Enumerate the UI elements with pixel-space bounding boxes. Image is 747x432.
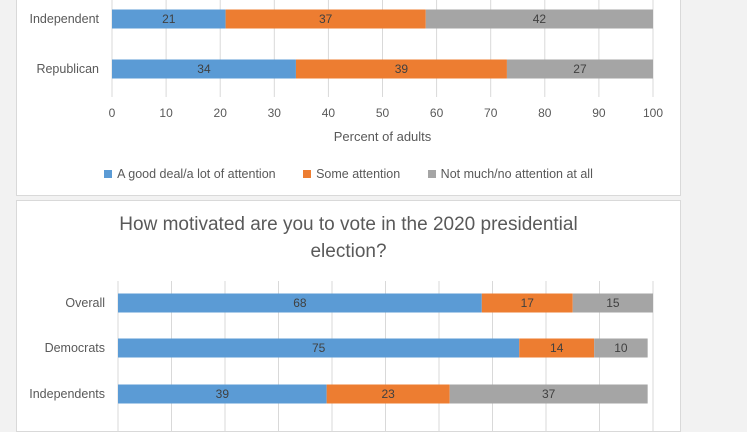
legend-item-not-much: Not much/no attention at all bbox=[427, 167, 593, 181]
legend-swatch-good-deal bbox=[104, 170, 113, 178]
bar-independents-series-2 bbox=[449, 384, 648, 404]
data-label-independents-series-0: 39 bbox=[216, 387, 230, 401]
attention-legend: A good deal/a lot of attention Some atte… bbox=[17, 167, 680, 181]
legend-label-good-deal: A good deal/a lot of attention bbox=[117, 167, 276, 181]
legend-label-not-much: Not much/no attention at all bbox=[440, 167, 593, 181]
category-label-independents: Independents bbox=[29, 387, 105, 401]
x-tick-label: 50 bbox=[376, 106, 390, 120]
motivation-chart-title: How motivated are you to vote in the 202… bbox=[17, 211, 680, 265]
x-tick-label: 20 bbox=[214, 106, 228, 120]
legend-swatch-not-much bbox=[427, 170, 436, 178]
bar-republican-series-0 bbox=[112, 59, 296, 79]
data-label-independents-series-2: 37 bbox=[542, 387, 556, 401]
bar-republican-series-1 bbox=[295, 59, 507, 79]
data-label-republican-series-1: 39 bbox=[395, 62, 409, 76]
bar-independent-series-2 bbox=[425, 9, 653, 29]
data-label-democrats-series-0: 75 bbox=[312, 341, 326, 355]
data-label-democrats-series-1: 14 bbox=[550, 341, 564, 355]
bar-democrats-series-0 bbox=[118, 338, 520, 358]
attention-chart-panel: Independent 21 37 42 Republican 34 39 27 0 10 20 30… bbox=[16, 0, 681, 196]
motivation-chart-panel: How motivated are you to vote in the 202… bbox=[16, 200, 681, 432]
bar-republican-series-2 bbox=[506, 59, 653, 79]
data-label-overall-series-1: 17 bbox=[521, 296, 535, 310]
category-label-overall: Overall bbox=[65, 296, 105, 310]
bar-democrats-series-1 bbox=[519, 338, 595, 358]
legend-swatch-some bbox=[303, 170, 312, 178]
bar-independents-series-1 bbox=[326, 384, 450, 404]
bar-democrats-series-2 bbox=[594, 338, 648, 358]
bar-overall-series-1 bbox=[481, 293, 573, 313]
data-label-overall-series-2: 15 bbox=[606, 296, 620, 310]
motivation-title-line-1: How motivated are you to vote in the 202… bbox=[119, 214, 578, 235]
bar-overall-series-2 bbox=[572, 293, 653, 313]
bar-independent-series-1 bbox=[225, 9, 426, 29]
x-axis-title: Percent of adults bbox=[334, 129, 432, 144]
data-label-overall-series-0: 68 bbox=[293, 296, 307, 310]
bar-independents-series-0 bbox=[118, 384, 327, 404]
motivation-chart: Overall 68 17 15 Democrats 75 14 10 Independents… bbox=[29, 281, 654, 431]
category-label-democrats: Democrats bbox=[45, 341, 105, 355]
data-label-independents-series-1: 23 bbox=[381, 387, 395, 401]
data-label-independent-series-2: 42 bbox=[533, 12, 547, 26]
x-tick-label: 40 bbox=[322, 106, 336, 120]
x-tick-label: 100 bbox=[643, 106, 663, 120]
x-tick-label: 30 bbox=[268, 106, 282, 120]
data-label-republican-series-2: 27 bbox=[573, 62, 587, 76]
legend-item-some: Some attention bbox=[303, 167, 400, 181]
category-label-independent: Independent bbox=[29, 12, 99, 26]
bar-overall-series-0 bbox=[118, 293, 482, 313]
x-tick-label: 90 bbox=[592, 106, 606, 120]
x-tick-label: 70 bbox=[484, 106, 498, 120]
data-label-independent-series-0: 21 bbox=[162, 12, 176, 26]
attention-chart: Independent 21 37 42 Republican 34 39 27 0 10 20 30… bbox=[29, 0, 663, 144]
data-label-republican-series-0: 34 bbox=[197, 62, 211, 76]
bar-independent-series-0 bbox=[112, 9, 226, 29]
legend-item-good-deal: A good deal/a lot of attention bbox=[104, 167, 276, 181]
motivation-title-line-2: election? bbox=[310, 241, 387, 262]
x-tick-label: 0 bbox=[109, 106, 116, 120]
x-tick-label: 60 bbox=[430, 106, 444, 120]
category-label-republican: Republican bbox=[36, 62, 99, 76]
data-label-independent-series-1: 37 bbox=[319, 12, 333, 26]
x-tick-label: 80 bbox=[538, 106, 552, 120]
legend-label-some: Some attention bbox=[316, 167, 401, 181]
x-tick-label: 10 bbox=[159, 106, 173, 120]
data-label-democrats-series-2: 10 bbox=[614, 341, 628, 355]
